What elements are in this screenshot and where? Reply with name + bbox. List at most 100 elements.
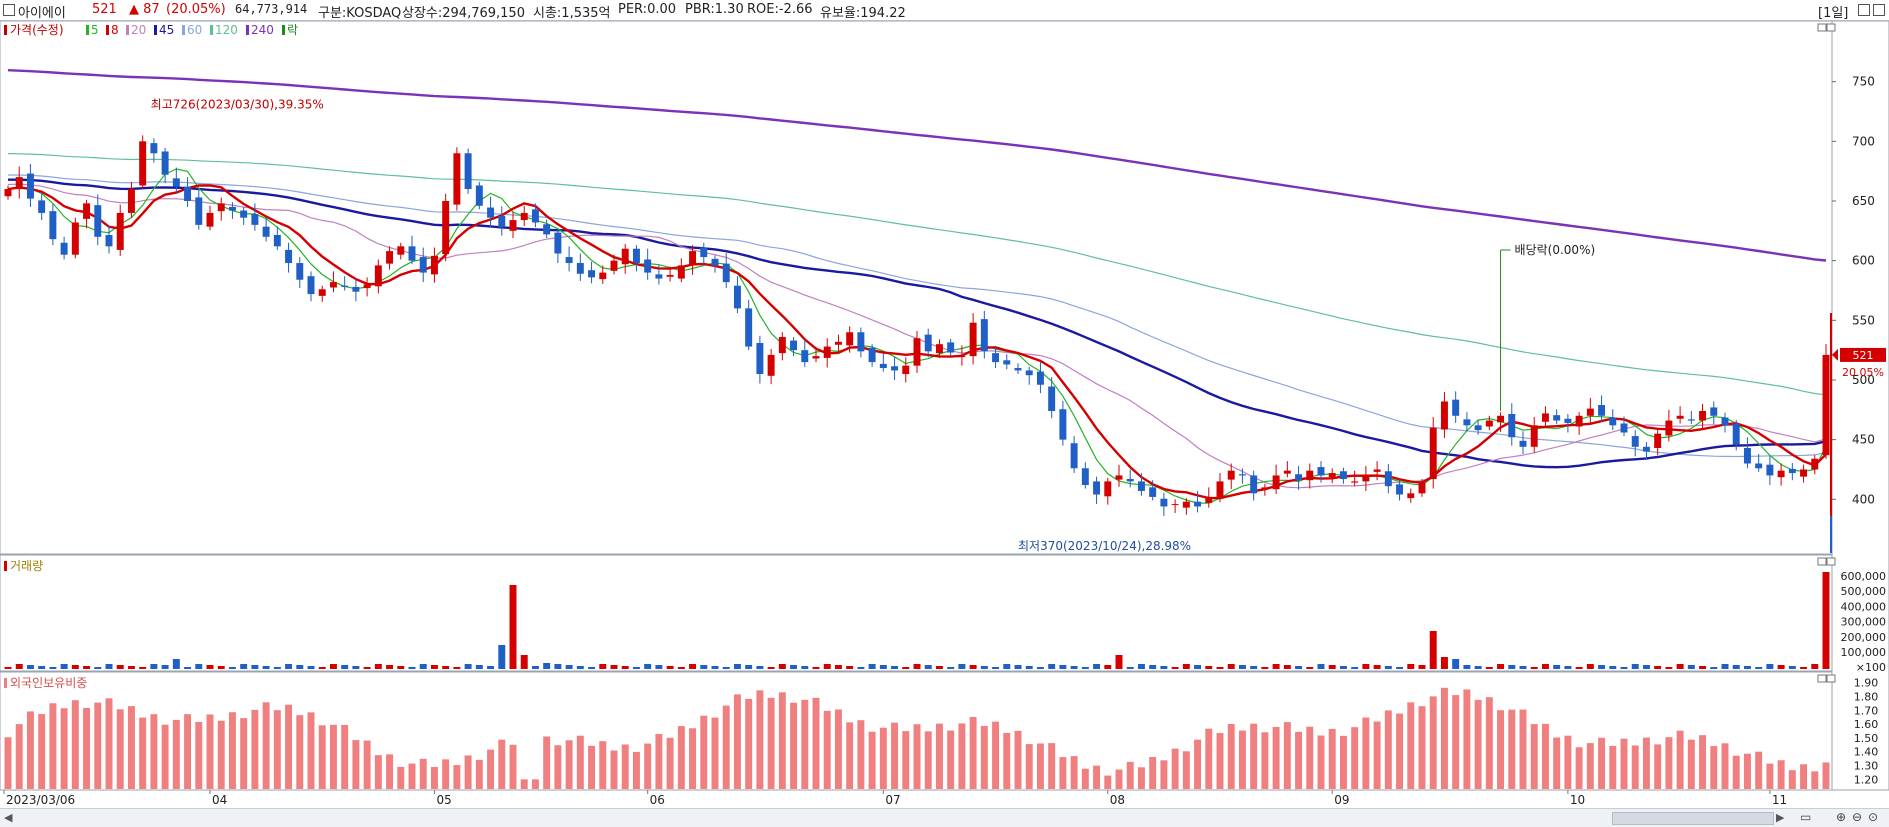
scroll-thumb[interactable] <box>1612 812 1774 825</box>
candle-body <box>1194 501 1202 507</box>
roe-label: ROE:-2.66 <box>747 2 813 17</box>
volume-bar <box>1137 664 1145 669</box>
foreign-bar <box>958 723 966 789</box>
scroll-left-icon[interactable]: ◀ <box>4 811 13 824</box>
foreign-tick-label: 1.70 <box>1854 704 1879 717</box>
candle-body <box>1530 425 1538 447</box>
candle-body <box>1755 463 1763 469</box>
foreign-bar <box>1283 722 1291 789</box>
high-annotation: 최고726(2023/03/30),39.35% <box>151 97 324 111</box>
candle-body <box>172 178 180 187</box>
candle-body <box>240 210 248 218</box>
volume-bar <box>711 666 719 669</box>
candle-body <box>1732 423 1740 445</box>
volume-bar <box>1182 664 1190 669</box>
candle-body <box>1149 487 1157 497</box>
foreign-bar <box>273 710 281 789</box>
volume-bar <box>1283 665 1291 669</box>
chart-scrollbar[interactable]: ◀ ▶ ▭ ⊕ ⊖ ⊙ <box>0 808 1889 827</box>
volume-bar <box>228 667 236 669</box>
legend-ma-label: 60 <box>187 23 202 37</box>
foreign-bar <box>4 737 12 789</box>
foreign-bar <box>475 759 483 789</box>
last-price-label: 521 <box>1853 349 1874 362</box>
volume-bar <box>172 659 180 669</box>
volume-bar <box>980 666 988 669</box>
zoom-out-icon[interactable]: ⊖ <box>1852 810 1863 824</box>
zoom-slider-icon[interactable]: ▭ <box>1800 810 1812 824</box>
candle-body <box>329 282 337 288</box>
foreign-bar <box>632 751 640 789</box>
foreign-bar <box>756 690 764 789</box>
candle-body <box>1609 417 1617 426</box>
foreign-bar <box>419 758 427 789</box>
volume-bar <box>116 665 124 669</box>
foreign-bar <box>49 703 57 789</box>
foreign-bar <box>700 715 708 789</box>
foreign-bar <box>184 714 192 789</box>
foreign-bar <box>902 731 910 789</box>
foreign-bar <box>644 743 652 789</box>
volume-bar <box>1295 666 1303 669</box>
candle-body <box>1676 415 1684 419</box>
volume-bar <box>1665 667 1673 669</box>
candle-body <box>1272 475 1280 490</box>
candle-body <box>1721 417 1729 426</box>
x-tick-label: 09 <box>1334 793 1349 807</box>
volume-bar <box>644 664 652 669</box>
candle-body <box>217 203 225 212</box>
foreign-bar <box>689 728 697 789</box>
candle-body <box>610 260 618 271</box>
candle-body <box>1339 471 1347 480</box>
foreign-bar <box>172 719 180 789</box>
candle-body <box>935 344 943 354</box>
zoom-in-icon[interactable]: ⊕ <box>1836 810 1847 824</box>
minimize-icon[interactable] <box>1858 4 1870 16</box>
maximize-icon[interactable] <box>1873 4 1885 16</box>
volume-bar <box>1081 667 1089 669</box>
volume-bar <box>1396 667 1404 669</box>
select-checkbox[interactable] <box>3 4 15 16</box>
volume-bar <box>1631 664 1639 669</box>
foreign-bar <box>1497 710 1505 789</box>
y-tick-label: 650 <box>1852 194 1875 208</box>
candle-body <box>262 226 270 237</box>
candle-body <box>498 215 506 228</box>
stock-chart[interactable]: 가격(수정) 5 8 20 45 60 120 240 락 400 450 500 550 600 650 7… <box>0 0 1889 808</box>
candle-body <box>1384 471 1392 487</box>
foreign-bar <box>1048 743 1056 789</box>
volume-bar <box>588 667 596 669</box>
foreign-bar <box>868 731 876 789</box>
foreign-bar <box>1250 723 1258 789</box>
volume-bar <box>1811 664 1819 669</box>
volume-bar <box>689 664 697 669</box>
foreign-bar <box>1160 760 1168 789</box>
volume-bar <box>823 664 831 669</box>
foreign-bar <box>430 766 438 789</box>
volume-bar <box>969 665 977 669</box>
volume-bar <box>1104 665 1112 669</box>
candle-body <box>116 212 124 250</box>
zoom-reset-icon[interactable]: ⊙ <box>1868 810 1879 824</box>
candle-body <box>790 340 798 351</box>
volume-tick-label: 500,000 <box>1841 585 1887 598</box>
candle-body <box>1631 436 1639 447</box>
foreign-bar <box>442 759 450 789</box>
candle-body <box>711 258 719 266</box>
candle-body <box>318 289 326 296</box>
volume-bar <box>790 665 798 669</box>
candle-body <box>285 249 293 264</box>
scroll-right-icon[interactable]: ▶ <box>1776 811 1785 824</box>
foreign-bar <box>677 726 685 789</box>
volume-bar <box>1328 665 1336 669</box>
foreign-bar <box>1025 744 1033 789</box>
volume-bar <box>1497 664 1505 669</box>
volume-bar <box>554 664 562 669</box>
foreign-bar <box>801 699 809 789</box>
volume-bar <box>1429 631 1437 669</box>
candle-body <box>60 242 68 255</box>
candle-body <box>666 274 674 277</box>
volume-bar <box>677 667 685 669</box>
period-selector[interactable]: [1일] <box>1818 6 1849 21</box>
volume-bar <box>386 665 394 669</box>
